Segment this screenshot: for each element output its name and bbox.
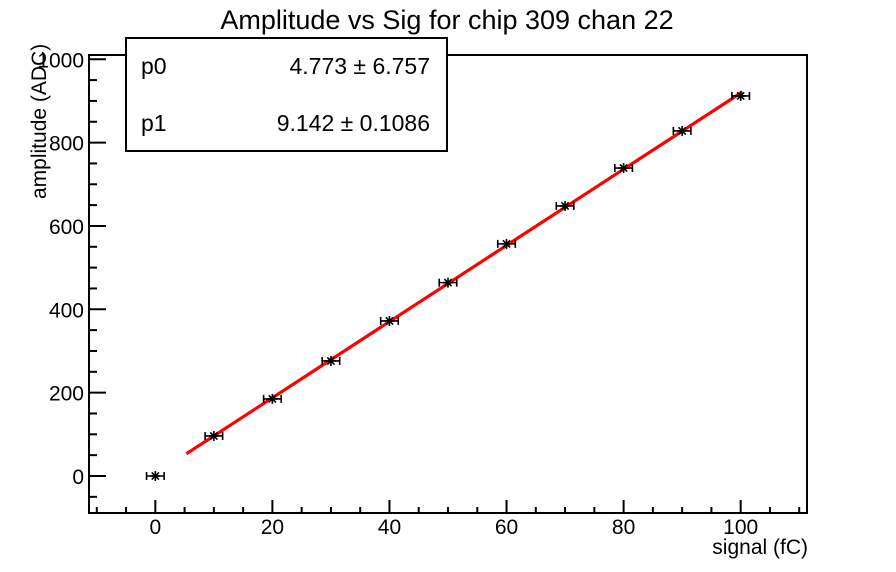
y-tick-label: 200	[49, 383, 84, 406]
y-axis-title: amplitude (ADC)	[28, 44, 51, 199]
axis-ticks	[89, 58, 801, 513]
marker-spoke	[151, 471, 160, 481]
x-tick-label: 0	[149, 516, 161, 539]
marker-spoke	[209, 431, 219, 441]
stats-p1-name: p1	[141, 110, 167, 136]
data-point-marker	[204, 430, 224, 441]
marker-spoke	[326, 356, 336, 366]
data-point-marker	[438, 277, 458, 288]
data-point-marker	[321, 355, 341, 366]
y-tick-label: 400	[49, 299, 84, 322]
x-tick-label: 100	[723, 516, 758, 539]
data-point-marker	[379, 315, 400, 326]
data-point-marker	[145, 470, 165, 481]
fit-line	[185, 90, 744, 456]
stats-p1-value: 9.142 ± 0.1086	[277, 110, 430, 136]
data-point-marker	[555, 200, 575, 211]
data-points-layer	[145, 90, 751, 481]
marker-spoke	[385, 316, 394, 326]
marker-spoke	[619, 163, 628, 173]
stats-p0-name: p0	[141, 53, 167, 79]
marker-spoke	[502, 239, 511, 249]
y-tick-label: 800	[49, 133, 84, 156]
chart-title: Amplitude vs Sig for chip 309 chan 22	[220, 5, 673, 35]
y-tick-label: 600	[49, 216, 84, 239]
marker-spoke	[268, 394, 277, 404]
data-point-marker	[262, 393, 282, 404]
data-point-marker	[672, 125, 692, 136]
x-tick-label: 20	[261, 516, 284, 539]
stats-p0-value: 4.773 ± 6.757	[289, 53, 430, 79]
x-tick-label: 60	[495, 516, 518, 539]
data-point-marker	[496, 238, 517, 249]
y-tick-label: 0	[72, 466, 84, 489]
marker-spoke	[677, 126, 687, 136]
data-point-marker	[731, 90, 751, 101]
marker-spoke	[560, 201, 570, 211]
marker-spoke	[443, 278, 453, 287]
x-tick-label: 40	[378, 516, 401, 539]
marker-spoke	[736, 91, 745, 101]
x-tick-label: 80	[612, 516, 635, 539]
stats-box: p0 4.773 ± 6.757 p1 9.142 ± 0.1086	[125, 37, 448, 152]
y-tick-label: 1000	[37, 49, 84, 72]
data-point-marker	[614, 163, 634, 174]
fit-line-layer	[185, 90, 744, 456]
x-axis-title: signal (fC)	[712, 536, 808, 559]
stats-box-border	[125, 37, 448, 152]
